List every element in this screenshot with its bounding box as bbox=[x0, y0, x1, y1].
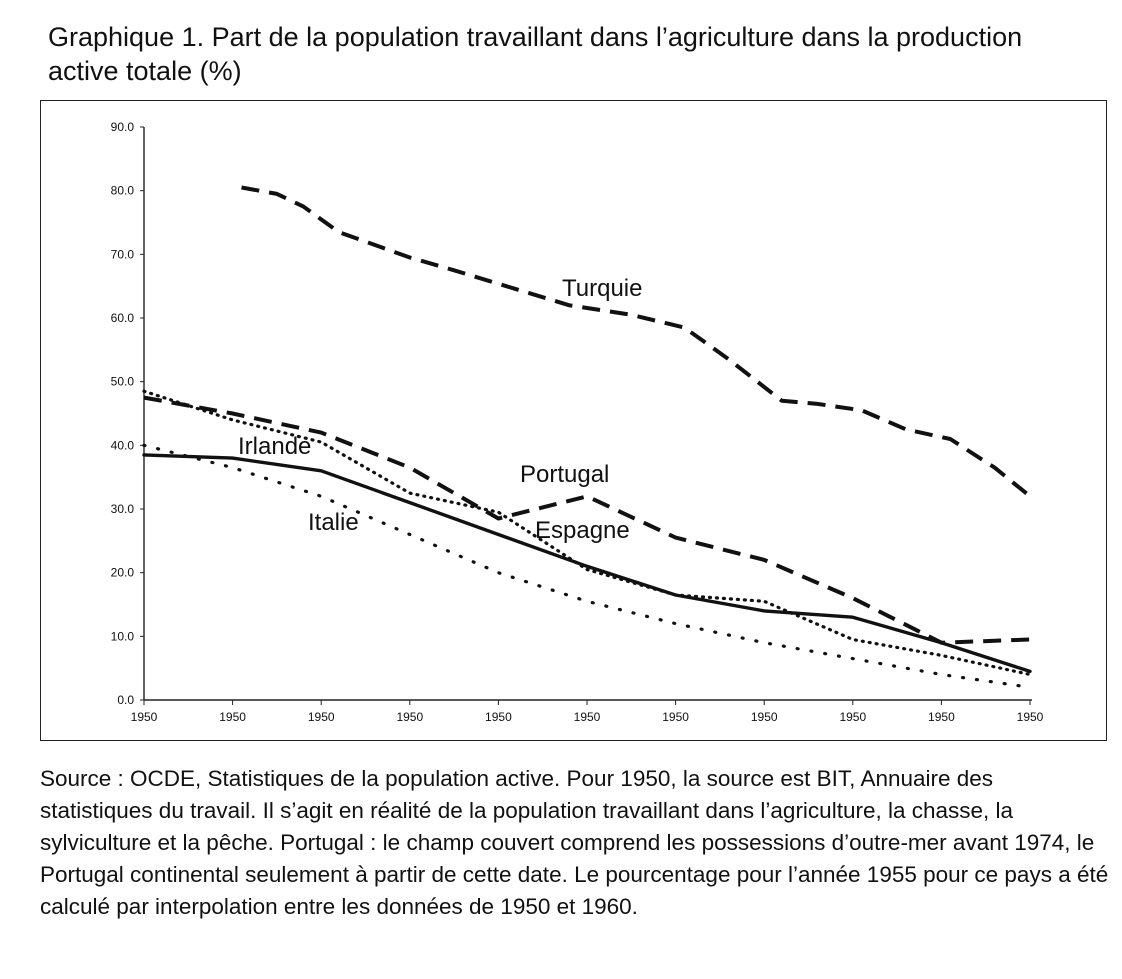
y-tick-label: 90.0 bbox=[111, 120, 135, 134]
series-label-turquie: Turquie bbox=[562, 275, 642, 302]
y-tick-label: 60.0 bbox=[111, 311, 135, 325]
x-tick-label: 1950 bbox=[928, 710, 955, 724]
y-tick-label: 10.0 bbox=[111, 629, 135, 643]
x-tick-label: 1950 bbox=[574, 710, 601, 724]
y-tick-label: 50.0 bbox=[111, 375, 135, 389]
x-tick-label: 1950 bbox=[839, 710, 866, 724]
x-tick-label: 1950 bbox=[485, 710, 512, 724]
series-label-italie: Italie bbox=[308, 509, 359, 536]
series-line-italie bbox=[142, 443, 1032, 689]
x-tick-label: 1950 bbox=[751, 710, 778, 724]
series-labels: Turquie Portugal Espagne Irlande Italie bbox=[238, 275, 642, 544]
y-tick-label: 70.0 bbox=[111, 247, 135, 261]
series-label-irlande: Irlande bbox=[238, 433, 311, 460]
y-tick-label: 20.0 bbox=[111, 566, 135, 580]
x-tick-label: 1950 bbox=[396, 710, 423, 724]
x-tick-label: 1950 bbox=[131, 710, 158, 724]
source-note: Source : OCDE, Statistiques de la popula… bbox=[40, 766, 1109, 919]
y-tick-label: 30.0 bbox=[111, 502, 135, 516]
axes: 0.0 10.0 20.0 30.0 40.0 50.0 60.0 70.0 80.0 90.0 1… bbox=[111, 120, 1044, 724]
x-tick-label: 1950 bbox=[662, 710, 689, 724]
series-label-espagne: Espagne bbox=[535, 517, 630, 544]
series-line-portugal bbox=[143, 395, 1031, 645]
series-line-espagne bbox=[142, 389, 1032, 677]
series-line-irlande bbox=[142, 453, 1032, 674]
x-tick-label: 1950 bbox=[219, 710, 246, 724]
chart-title: Graphique 1. Part de la population trava… bbox=[48, 22, 1023, 86]
series-lines bbox=[142, 185, 1032, 689]
chart-frame bbox=[40, 100, 1107, 741]
y-tick-label: 40.0 bbox=[111, 438, 135, 452]
x-tick-label: 1950 bbox=[308, 710, 335, 724]
series-line-turquie bbox=[241, 185, 1032, 498]
x-tick-label: 1950 bbox=[1017, 710, 1044, 724]
y-tick-label: 80.0 bbox=[111, 184, 135, 198]
y-tick-label: 0.0 bbox=[117, 693, 134, 707]
series-label-portugal: Portugal bbox=[520, 461, 609, 488]
